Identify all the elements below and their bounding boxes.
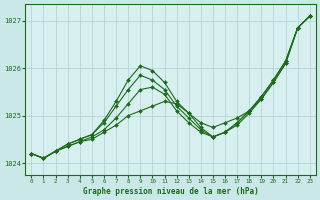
X-axis label: Graphe pression niveau de la mer (hPa): Graphe pression niveau de la mer (hPa) bbox=[83, 187, 259, 196]
